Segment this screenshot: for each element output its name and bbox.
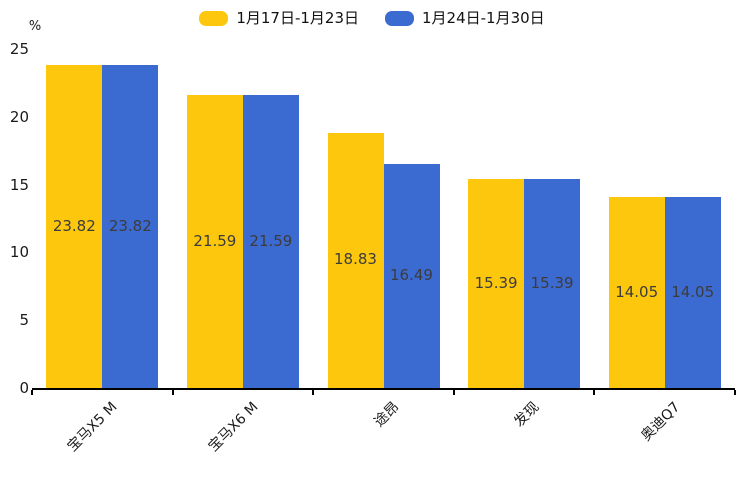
bar-series-1-cat-2[interactable] xyxy=(383,164,440,388)
legend-item-series-0[interactable]: 1月17日-1月23日 xyxy=(199,9,359,27)
y-tick-label: 25 xyxy=(9,40,29,58)
y-tick-label: 5 xyxy=(19,311,29,330)
x-tick-mark xyxy=(593,390,596,395)
bar-series-0-cat-2[interactable] xyxy=(327,132,384,388)
bar-value-label: 18.83 xyxy=(334,250,377,269)
y-tick-label: 15 xyxy=(9,175,29,194)
bar-value-label: 23.82 xyxy=(108,216,152,235)
bar-series-1-cat-4[interactable] xyxy=(664,197,721,388)
bar-value-label: 21.59 xyxy=(249,231,293,250)
legend-swatch-icon xyxy=(199,10,229,26)
bar-value-label: 15.39 xyxy=(530,273,574,292)
y-tick-label: 0 xyxy=(19,379,29,397)
bar-series-1-cat-1[interactable] xyxy=(242,95,299,388)
x-category-label: 宝马X5 M xyxy=(64,399,121,456)
bar-value-label: 21.59 xyxy=(193,231,237,250)
x-tick-mark xyxy=(171,390,174,395)
bar-value-label: 23.82 xyxy=(52,216,96,235)
x-tick-mark xyxy=(312,390,315,395)
x-tick-mark xyxy=(31,390,33,395)
bar-value-label: 14.05 xyxy=(615,282,659,301)
bar-value-label: 14.05 xyxy=(671,282,715,301)
bar-series-1-cat-3[interactable] xyxy=(524,179,581,388)
bar-series-1-cat-0[interactable] xyxy=(102,65,159,388)
bar-value-label: 16.49 xyxy=(390,266,433,285)
y-tick-label: 20 xyxy=(9,107,29,126)
bar-series-0-cat-0[interactable] xyxy=(46,65,103,388)
y-tick-label: 10 xyxy=(9,243,29,262)
legend-item-series-1[interactable]: 1月24日-1月30日 xyxy=(385,9,545,27)
bar-value-label: 15.39 xyxy=(474,273,518,292)
x-category-label: 途昂 xyxy=(370,399,402,431)
bar-series-0-cat-3[interactable] xyxy=(468,179,525,388)
chart-legend: 1月17日-1月23日 1月24日-1月30日 xyxy=(0,9,744,27)
legend-swatch-icon xyxy=(385,10,414,26)
legend-label: 1月17日-1月23日 xyxy=(236,9,359,27)
x-category-label: 发现 xyxy=(511,399,543,431)
x-tick-mark xyxy=(734,390,736,395)
x-category-label: 宝马X6 M xyxy=(205,399,262,456)
x-category-label: 奥迪Q7 xyxy=(637,399,684,445)
bar-series-0-cat-1[interactable] xyxy=(186,95,243,388)
bar-series-0-cat-4[interactable] xyxy=(608,197,665,388)
x-axis-line xyxy=(32,388,735,390)
x-tick-mark xyxy=(452,390,455,395)
y-axis-unit-label: % xyxy=(28,19,42,34)
legend-label: 1月24日-1月30日 xyxy=(422,9,545,27)
